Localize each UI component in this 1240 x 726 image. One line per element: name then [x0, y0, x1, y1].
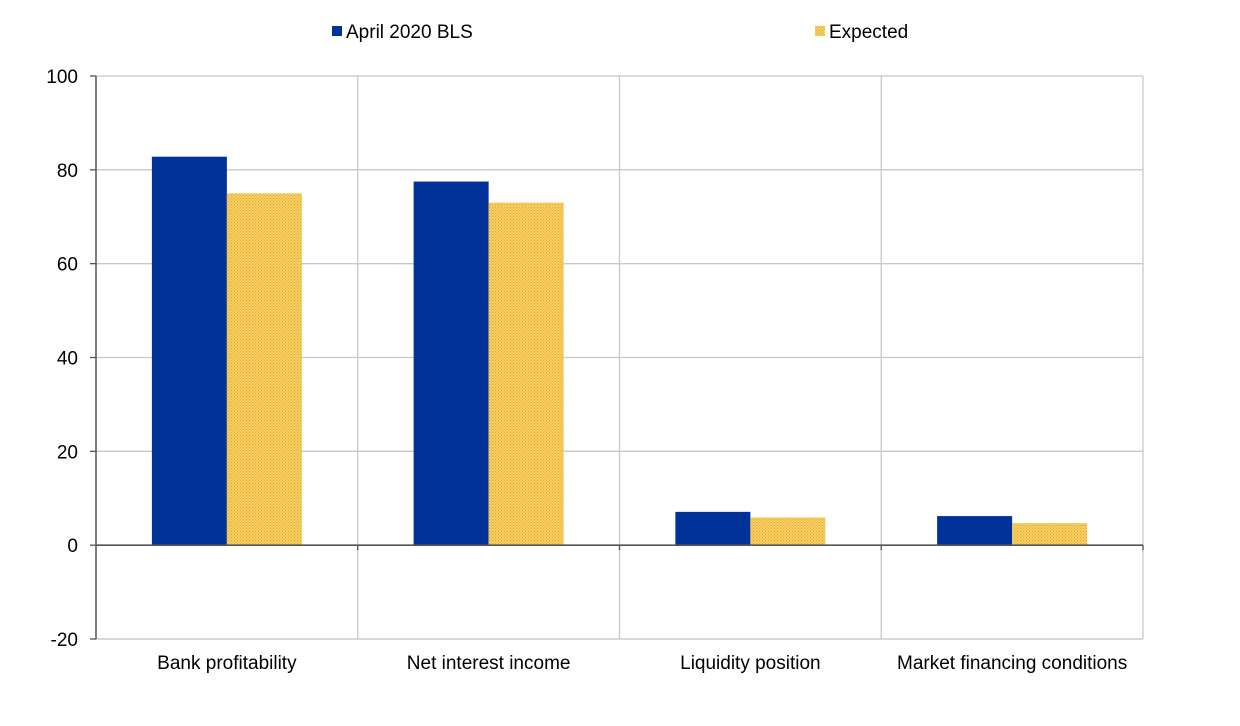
bar-expected: [750, 517, 826, 546]
y-tick-labels: 100 80 60 40 20 0 -20: [46, 67, 78, 651]
bar-april-2020-bls: [413, 181, 489, 546]
y-tick-label: 40: [57, 349, 78, 370]
legend: April 2020 BLS Expected: [332, 22, 908, 43]
y-tick-label: 60: [57, 255, 78, 276]
bar-april-2020-bls: [675, 511, 751, 546]
y-tick-label: 80: [57, 161, 78, 182]
legend-item: April 2020 BLS: [332, 22, 473, 43]
y-tick-label: 20: [57, 442, 78, 463]
legend-swatch: [815, 26, 825, 36]
axes: [90, 75, 1144, 640]
x-tick-label: Market financing conditions: [897, 653, 1127, 674]
x-tick-label: Liquidity position: [680, 653, 820, 674]
x-tick-label: Bank profitability: [157, 653, 297, 674]
y-tick-label: 0: [67, 536, 78, 557]
x-tick-labels: Bank profitability Net interest income Liq…: [157, 653, 1127, 674]
legend-label: April 2020 BLS: [346, 22, 473, 43]
bar-april-2020-bls: [937, 516, 1013, 546]
y-tick-label: -20: [51, 630, 78, 651]
legend-item: Expected: [815, 22, 908, 43]
y-tick-label: 100: [46, 67, 78, 88]
bar-expected: [1012, 523, 1088, 546]
legend-swatch: [332, 26, 342, 36]
bar-expected: [226, 193, 302, 546]
bar-april-2020-bls: [151, 156, 227, 546]
x-tick-label: Net interest income: [407, 653, 571, 674]
bars: [151, 156, 1088, 546]
legend-label: Expected: [829, 22, 908, 43]
bar-expected: [488, 202, 564, 546]
